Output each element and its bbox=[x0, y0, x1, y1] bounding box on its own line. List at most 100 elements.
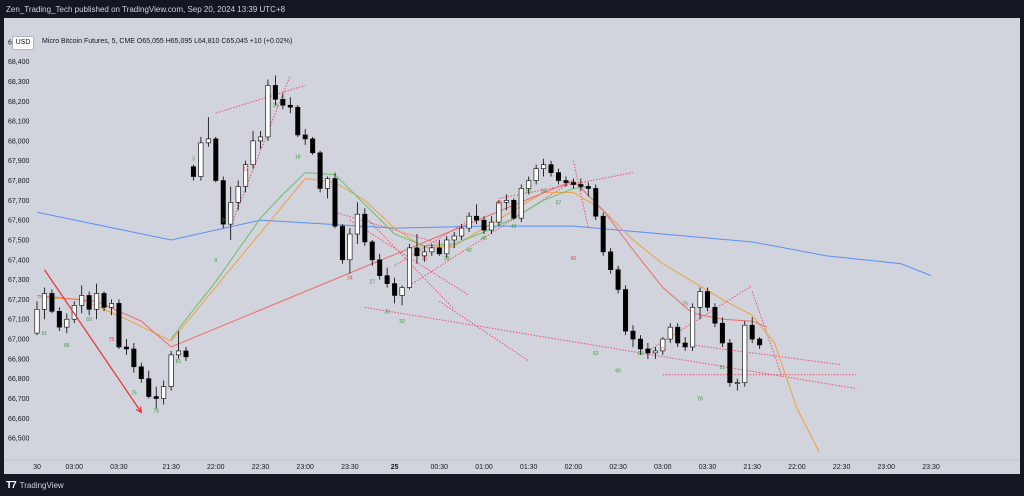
currency-badge[interactable]: USD bbox=[12, 36, 34, 50]
count-label: 39 bbox=[444, 256, 450, 262]
candle-body bbox=[198, 142, 204, 177]
x-tick-label: 03:00 bbox=[654, 464, 672, 471]
candle-body bbox=[71, 305, 77, 320]
count-label: 61 bbox=[42, 331, 48, 337]
moving-averages-layer bbox=[36, 172, 932, 453]
x-tick-label: 22:00 bbox=[788, 464, 806, 471]
candle-body bbox=[56, 311, 62, 328]
candle-body bbox=[213, 138, 219, 181]
tradingview-logo[interactable]: T7 TradingView bbox=[6, 478, 64, 492]
count-label: 27 bbox=[369, 280, 375, 286]
candle-body bbox=[287, 104, 293, 108]
candle-body bbox=[533, 168, 539, 181]
candle-body bbox=[459, 227, 465, 237]
candle-body bbox=[325, 178, 331, 189]
candle-body bbox=[161, 386, 167, 399]
candle-body bbox=[332, 178, 338, 227]
candle-body bbox=[645, 348, 651, 354]
y-tick-label: 66,700 bbox=[8, 396, 30, 403]
trendline bbox=[439, 300, 529, 362]
candle-body bbox=[406, 247, 412, 288]
x-tick-label: 21:30 bbox=[743, 464, 761, 471]
count-label: 69 bbox=[638, 351, 644, 357]
candle-body bbox=[168, 354, 174, 387]
candle-body bbox=[727, 342, 733, 383]
candle-body bbox=[600, 215, 606, 253]
trendline bbox=[647, 285, 753, 352]
candle-body bbox=[518, 188, 524, 219]
candle-body bbox=[511, 200, 517, 219]
trendlines-layer bbox=[215, 75, 857, 390]
candle-body bbox=[79, 295, 85, 306]
x-tick-label: 03:30 bbox=[699, 464, 717, 471]
candle-body bbox=[34, 309, 40, 334]
candle-body bbox=[615, 269, 621, 290]
candle-body bbox=[362, 213, 368, 243]
count-label: 16 bbox=[295, 155, 301, 161]
candle-body bbox=[272, 85, 278, 100]
candle-body bbox=[146, 378, 152, 397]
candle-body bbox=[675, 326, 681, 344]
count-label: 78 bbox=[697, 396, 703, 402]
count-label: 36 bbox=[422, 256, 428, 262]
chart-plot-area[interactable]: 61 66 69 75 75 78 81 3 9 9 12 15 16 24 27 30 32 36 39 42 45 4… bbox=[4, 18, 1020, 474]
x-tick-label: 22:30 bbox=[252, 464, 270, 471]
candle-body bbox=[94, 293, 100, 310]
candle-body bbox=[570, 182, 576, 185]
brand-label: TradingView bbox=[19, 480, 64, 490]
count-label: 9 bbox=[222, 218, 225, 224]
x-tick-label: 01:00 bbox=[475, 464, 493, 471]
x-tick-label: 23:30 bbox=[341, 464, 359, 471]
candle-body bbox=[116, 303, 122, 348]
candle-body bbox=[302, 134, 308, 140]
candle-body bbox=[138, 366, 144, 379]
candle-body bbox=[86, 295, 92, 310]
trendline bbox=[364, 306, 857, 390]
y-axis[interactable]: 68,50068,40068,30068,20068,10068,00067,9… bbox=[8, 39, 30, 442]
count-label: 75 bbox=[109, 337, 115, 343]
count-label: 60 bbox=[571, 256, 577, 262]
y-tick-label: 67,400 bbox=[8, 257, 30, 264]
count-label: 57 bbox=[556, 200, 562, 206]
x-tick-label: 03:30 bbox=[110, 464, 128, 471]
x-tick-label: 30 bbox=[33, 464, 41, 471]
instrument-legend: Micro Bitcoin Futures, 5, CME O65,055 H6… bbox=[42, 38, 293, 45]
candle-body bbox=[682, 342, 688, 348]
count-label: 63 bbox=[593, 351, 599, 357]
candle-body bbox=[660, 338, 666, 352]
candle-body bbox=[652, 350, 658, 354]
count-label: 32 bbox=[399, 319, 405, 325]
x-tick-label: 03:00 bbox=[65, 464, 83, 471]
candle-body bbox=[265, 85, 271, 138]
candle-body bbox=[228, 202, 234, 225]
ma-red-line bbox=[36, 179, 768, 348]
candle-body bbox=[742, 324, 748, 383]
y-tick-label: 68,000 bbox=[8, 138, 30, 145]
candle-body bbox=[637, 338, 643, 350]
count-label: 24 bbox=[347, 276, 353, 282]
candle-body bbox=[235, 186, 241, 203]
count-label: 42 bbox=[466, 248, 472, 254]
candle-body bbox=[392, 283, 398, 296]
x-tick-label: 23:00 bbox=[296, 464, 314, 471]
count-label: 48 bbox=[496, 200, 502, 206]
candle-body bbox=[451, 235, 457, 241]
x-axis[interactable]: 30 03:00 03:30 21:30 22:00 22:30 23:00 23:30 25 0… bbox=[4, 459, 1020, 471]
candle-body bbox=[578, 184, 584, 187]
candle-body bbox=[153, 396, 159, 399]
candle-body bbox=[414, 247, 420, 257]
candle-body bbox=[399, 287, 405, 296]
candle-body bbox=[205, 138, 211, 144]
x-tick-label: 23:00 bbox=[878, 464, 896, 471]
y-tick-label: 68,100 bbox=[8, 119, 30, 126]
candle-body bbox=[123, 346, 129, 350]
count-label: 66 bbox=[615, 369, 621, 375]
candle-body bbox=[101, 293, 107, 308]
count-label: 30 bbox=[384, 309, 390, 315]
candle-body bbox=[64, 318, 70, 328]
footer-bar: T7 TradingView bbox=[0, 474, 1024, 496]
candle-body bbox=[444, 239, 450, 255]
candle-body bbox=[548, 164, 554, 173]
